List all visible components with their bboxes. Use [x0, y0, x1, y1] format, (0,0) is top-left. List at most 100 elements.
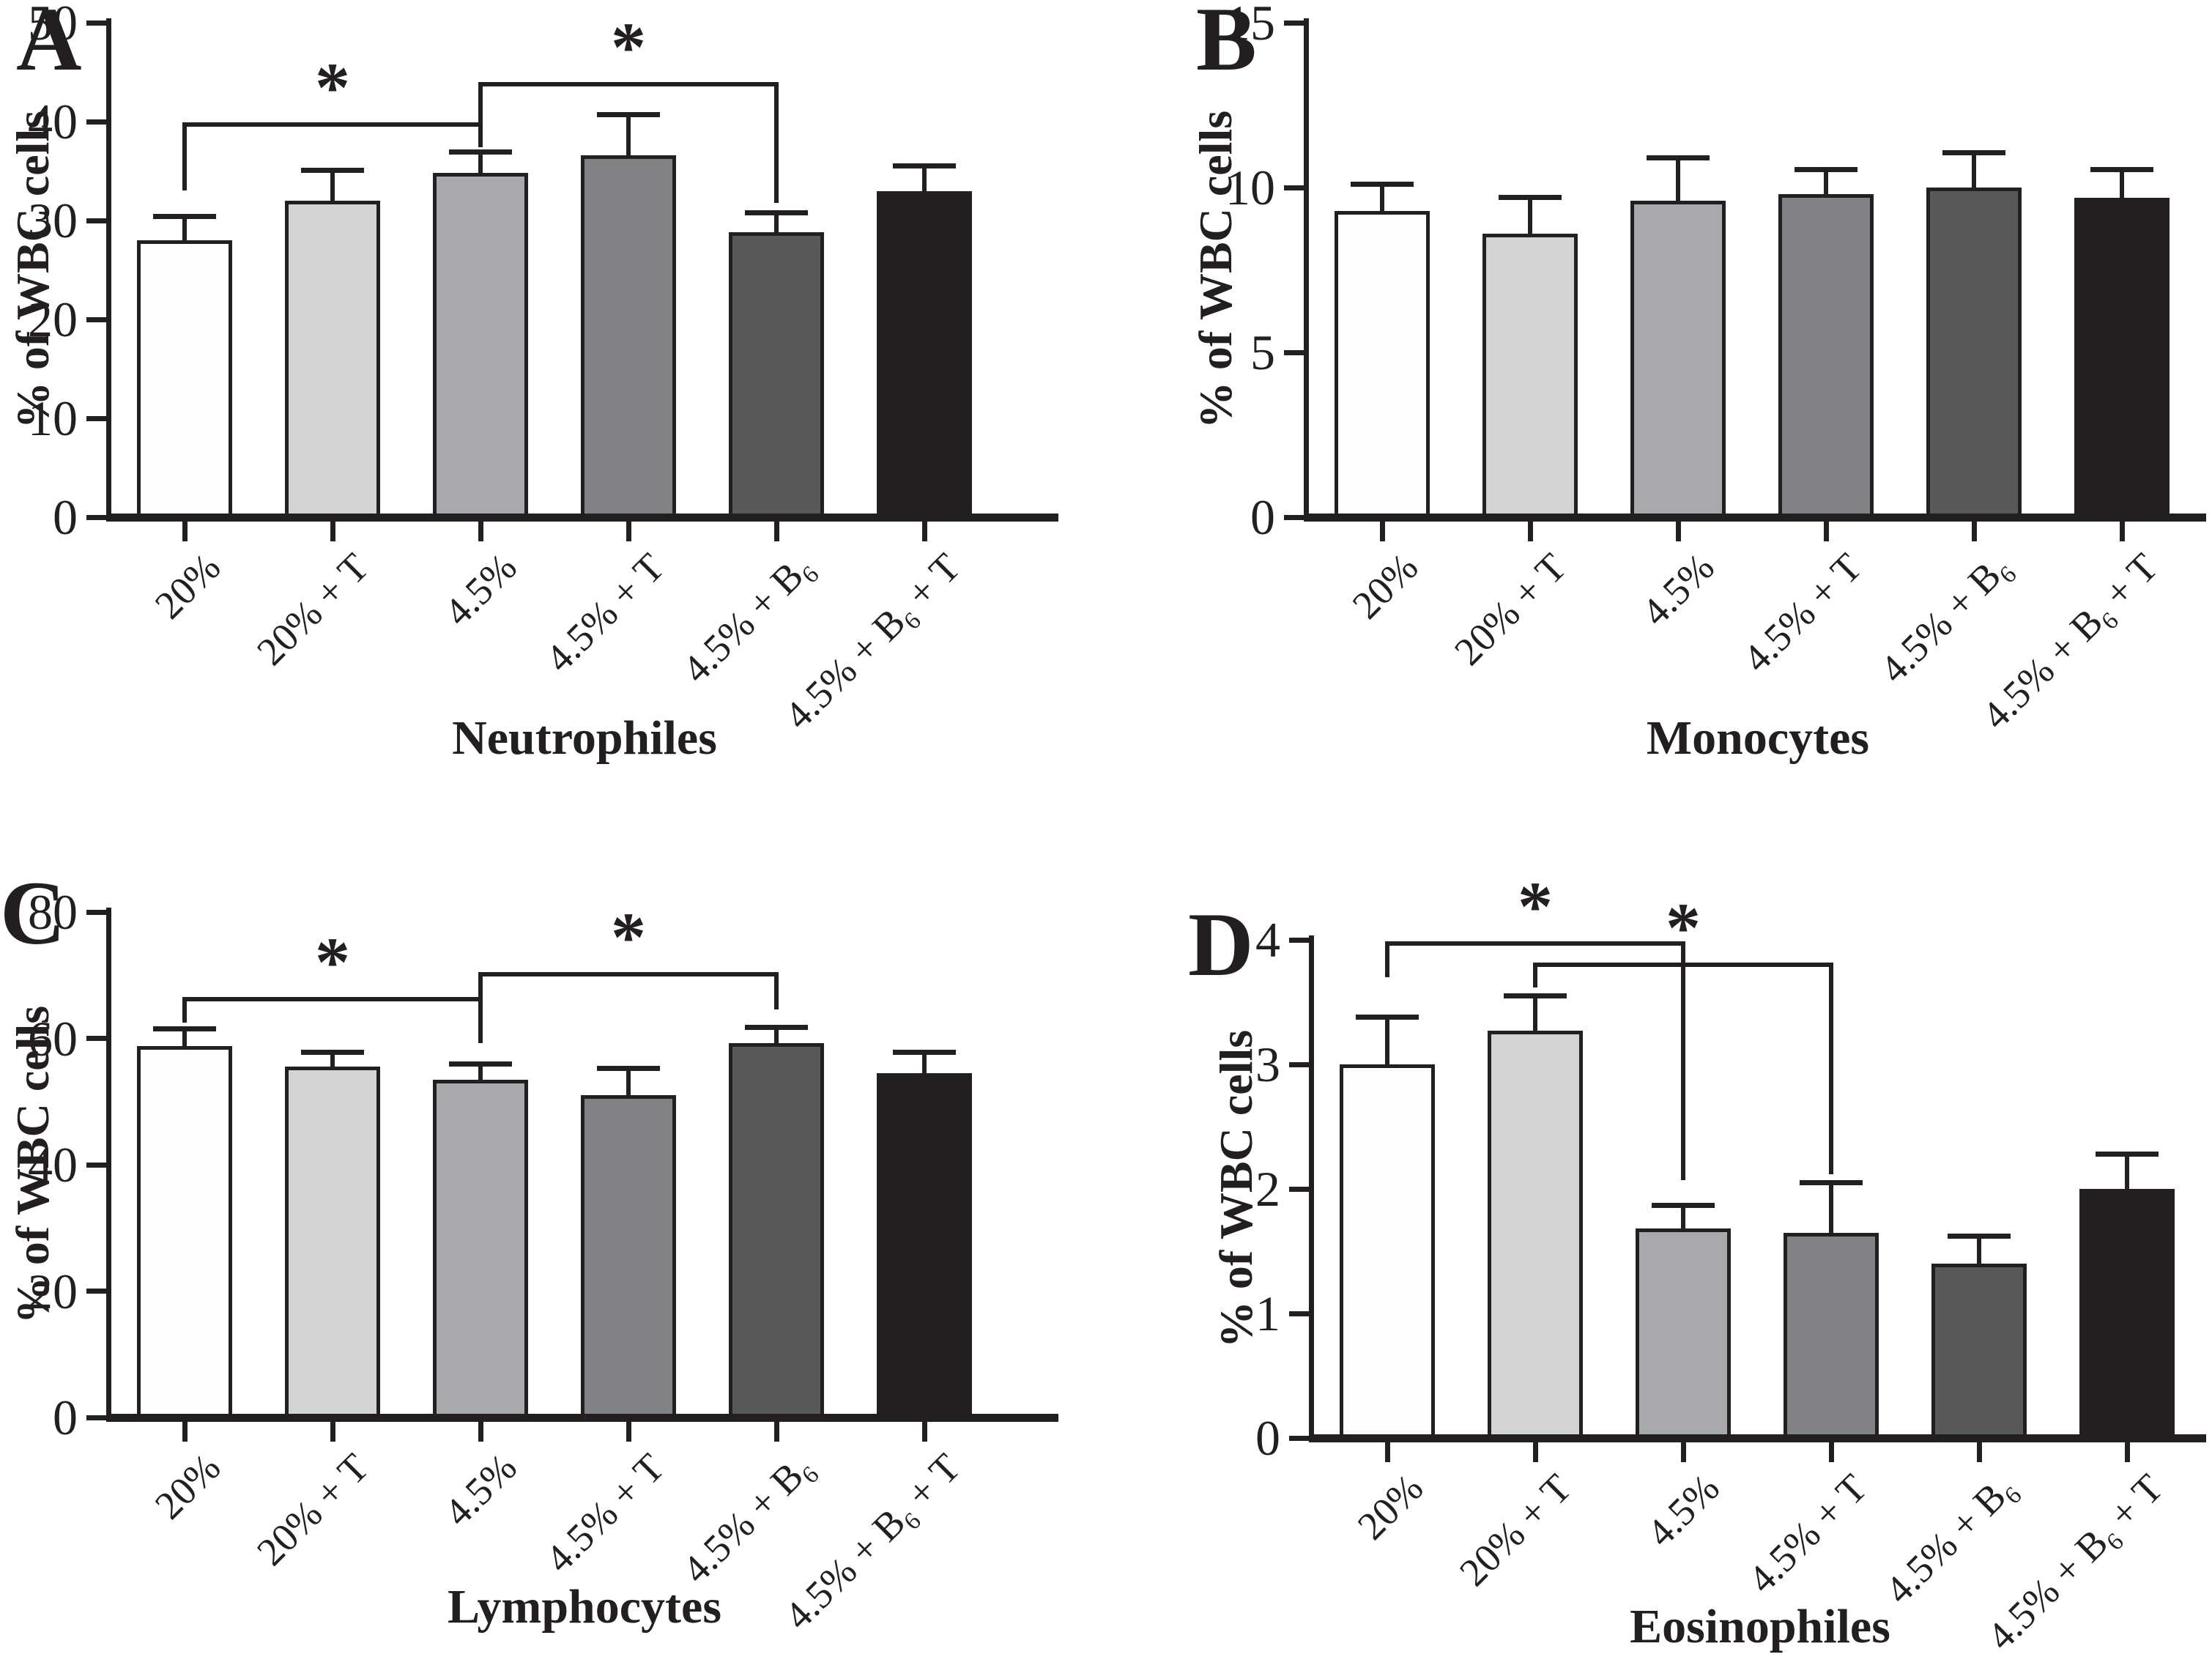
- significance-star: *: [611, 7, 646, 86]
- y-tick-label: 0: [1250, 489, 1275, 545]
- y-tick-mark: [1284, 185, 1304, 190]
- panel-letter: B: [1196, 0, 1257, 89]
- error-bar-stem: [922, 166, 927, 194]
- y-tick-mark: [86, 1162, 106, 1168]
- error-bar-stem: [182, 1028, 187, 1049]
- error-bar-stem: [2125, 1154, 2129, 1192]
- y-tick-mark: [86, 1415, 106, 1420]
- error-bar-cap: [301, 1049, 364, 1055]
- x-tick-mark: [773, 1421, 779, 1442]
- bar: [1931, 1264, 2027, 1438]
- bar: [1784, 1232, 1879, 1438]
- error-bar-cap: [1351, 182, 1414, 187]
- significance-star: *: [611, 897, 646, 976]
- significance-bracket-drop: [1533, 965, 1537, 987]
- error-bar-stem: [1972, 152, 1976, 190]
- y-tick-mark: [86, 316, 106, 322]
- y-tick-mark: [86, 909, 106, 915]
- bar: [1926, 188, 2022, 517]
- x-tick-mark: [1675, 521, 1681, 541]
- x-tick-mark: [478, 1421, 483, 1442]
- significance-star: *: [315, 923, 350, 1002]
- x-tick-mark: [478, 521, 483, 541]
- x-tick-mark: [2124, 1442, 2130, 1462]
- axis-title-x: Eosinophiles: [1630, 1600, 1890, 1653]
- x-axis-line: [1309, 1434, 2206, 1442]
- error-bar-stem: [1977, 1236, 1981, 1267]
- x-tick-mark: [626, 1421, 631, 1442]
- significance-bracket-bar: [182, 997, 483, 1002]
- x-tick-mark: [1384, 1442, 1390, 1462]
- x-tick-mark: [921, 1421, 927, 1442]
- error-bar-stem: [330, 170, 335, 204]
- bar: [1335, 210, 1430, 517]
- y-tick-mark: [86, 514, 106, 520]
- y-tick-label: 0: [53, 489, 78, 545]
- significance-bracket-bar: [478, 81, 779, 86]
- y-tick-label: 3: [1255, 1037, 1280, 1092]
- significance-bracket-drop: [182, 999, 187, 1023]
- x-tick-label: 4.5%: [1638, 1465, 1728, 1555]
- y-tick-mark: [86, 1289, 106, 1294]
- y-tick-mark: [86, 119, 106, 125]
- error-bar-cap: [1647, 155, 1710, 160]
- error-bar-stem: [1681, 1205, 1685, 1232]
- y-tick-label: 20: [28, 1263, 78, 1319]
- error-bar-cap: [1652, 1202, 1715, 1208]
- error-bar-stem: [1528, 197, 1532, 237]
- y-tick-label: 40: [28, 94, 78, 149]
- error-bar-cap: [449, 1061, 512, 1067]
- significance-bracket-drop: [1829, 965, 1833, 1174]
- error-bar-stem: [1385, 1017, 1389, 1067]
- x-tick-label: 4.5% + T: [1740, 1465, 1876, 1602]
- bar: [581, 155, 676, 517]
- error-bar-stem: [478, 152, 483, 177]
- x-tick-label: 20%: [1348, 1465, 1432, 1549]
- x-tick-mark: [773, 521, 779, 541]
- y-tick-label: 10: [28, 390, 78, 446]
- error-bar-cap: [1942, 150, 2005, 156]
- significance-bracket-drop: [478, 84, 483, 148]
- error-bar-cap: [893, 163, 956, 169]
- x-tick-mark: [330, 521, 335, 541]
- error-bar-cap: [2096, 1151, 2159, 1157]
- error-bar-cap: [1795, 166, 1857, 172]
- y-tick-mark: [1289, 1186, 1309, 1192]
- significance-bracket-bar: [1533, 963, 1833, 967]
- error-bar-stem: [2120, 169, 2124, 201]
- x-tick-mark: [1532, 1442, 1538, 1462]
- significance-bracket-drop: [478, 974, 483, 1023]
- y-tick-label: 20: [28, 292, 78, 347]
- error-bar-cap: [597, 112, 660, 118]
- significance-bracket-drop: [774, 974, 779, 1009]
- x-tick-mark: [1976, 1442, 1982, 1462]
- error-bar-stem: [478, 1064, 483, 1083]
- x-tick-mark: [2119, 521, 2125, 541]
- panel-letter: C: [0, 863, 66, 963]
- error-bar-stem: [1824, 169, 1828, 197]
- bar: [1340, 1064, 1435, 1438]
- error-bar-cap: [153, 214, 216, 220]
- bar: [1636, 1228, 1731, 1438]
- y-tick-label: 15: [1225, 0, 1275, 51]
- error-bar-stem: [330, 1052, 335, 1070]
- y-tick-mark: [1284, 20, 1304, 26]
- bar: [137, 240, 232, 517]
- x-tick-label: 20% + T: [1450, 1465, 1580, 1595]
- y-tick-mark: [1289, 1311, 1309, 1316]
- y-axis-line: [1309, 935, 1314, 1442]
- x-tick-mark: [1527, 521, 1533, 541]
- x-tick-mark: [626, 521, 631, 541]
- error-bar-cap: [1800, 1180, 1863, 1185]
- x-tick-mark: [1379, 521, 1385, 541]
- significance-bracket-drop: [774, 84, 779, 203]
- error-bar-cap: [745, 210, 808, 215]
- x-tick-mark: [1828, 1442, 1834, 1462]
- x-tick-mark: [330, 1421, 335, 1442]
- error-bar-cap: [893, 1049, 956, 1055]
- bar: [729, 232, 824, 517]
- x-tick-label: 4.5% + B6: [1877, 1474, 2027, 1612]
